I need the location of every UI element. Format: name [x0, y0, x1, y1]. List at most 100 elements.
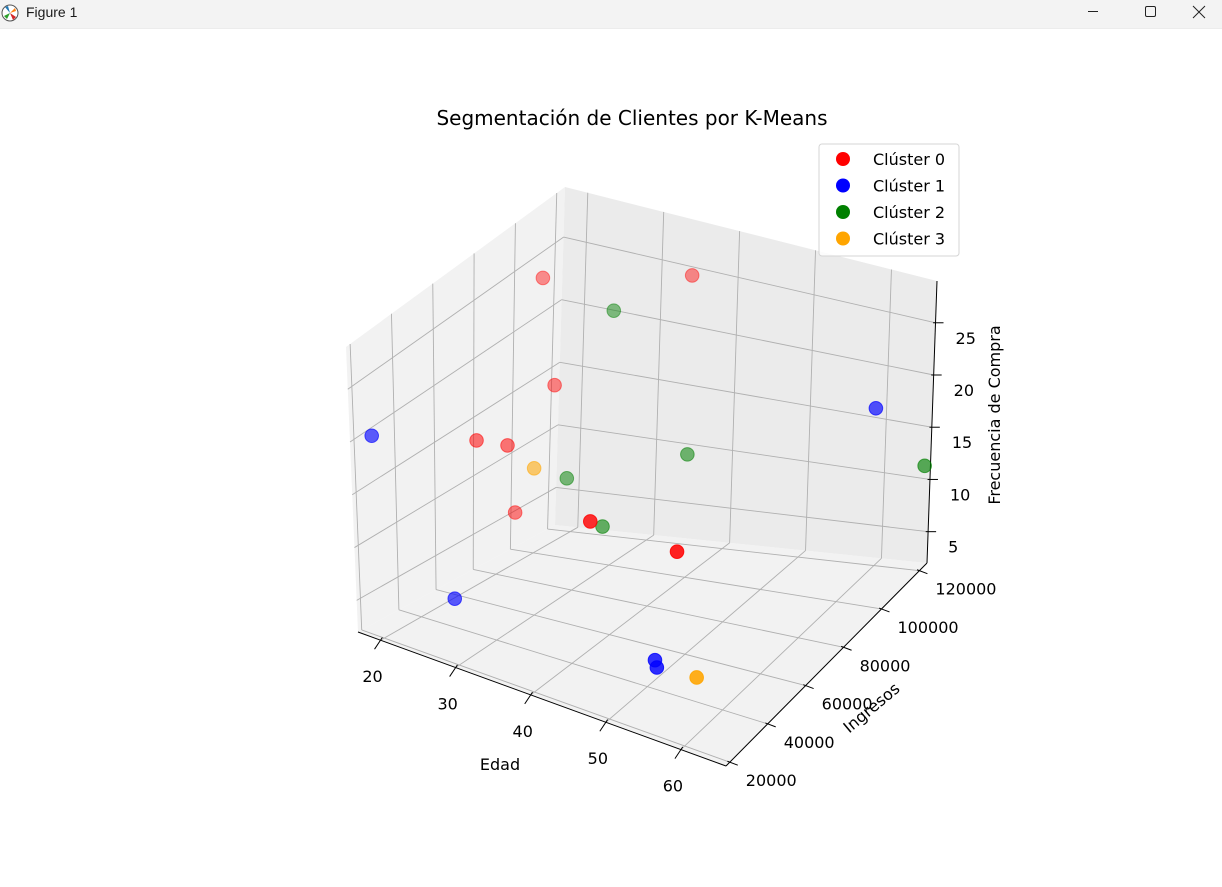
x-tick-label: 20 [362, 667, 382, 686]
y-tick-label: 100000 [897, 618, 958, 637]
y-tick-label-mark [878, 607, 890, 613]
grid-line [347, 236, 564, 390]
x-tick-label: 50 [588, 749, 608, 768]
grid-line [729, 231, 741, 543]
grid-line [435, 589, 806, 687]
window-titlebar: Figure 1 [0, 0, 1222, 29]
x-tick-label-mark [599, 719, 609, 732]
grid-line [563, 236, 936, 324]
grid-line [349, 299, 562, 443]
grid-line [561, 299, 934, 376]
grid-line [509, 223, 516, 550]
grid-line [391, 313, 400, 610]
legend-box [818, 143, 960, 257]
grid-line [398, 609, 768, 725]
data-point [547, 377, 562, 393]
y-tick-label: 20000 [746, 771, 797, 790]
grid-line [653, 211, 665, 536]
axis-panes [346, 187, 937, 766]
data-point [500, 438, 515, 453]
z-axis-label: Frecuencia de Compra [985, 325, 1004, 504]
legend-marker [836, 205, 850, 219]
y-tick-label: 120000 [935, 580, 996, 599]
legend-label: Clúster 1 [873, 177, 945, 196]
data-point [595, 519, 610, 534]
y-tick-label: 40000 [784, 733, 835, 752]
data-point [669, 544, 685, 559]
maximize-icon [1145, 6, 1156, 17]
legend-label: Clúster 0 [873, 150, 945, 169]
y-tick-label-mark [727, 760, 738, 766]
grid-line [361, 629, 730, 763]
x-tick-label: 60 [663, 777, 683, 796]
axis-lines [357, 280, 938, 767]
z-axis-line [926, 280, 938, 564]
grid-line [473, 568, 844, 648]
data-point [917, 458, 932, 474]
x-tick-label: 30 [437, 695, 457, 714]
left-pane [346, 187, 565, 632]
grid-line [880, 269, 892, 559]
data-point [535, 270, 551, 286]
legend-marker [836, 231, 850, 246]
grid-lines [347, 192, 936, 763]
z-tick-label: 10 [950, 485, 970, 504]
data-point [684, 268, 700, 283]
grid-line [356, 487, 557, 601]
grid-line [805, 250, 816, 551]
scatter-3d-plot[interactable]: Segmentación de Clientes por K-Means Eda… [0, 29, 1222, 887]
x-tick-label-mark [374, 637, 383, 650]
x-tick-label-mark [524, 691, 533, 705]
minimize-button[interactable] [1070, 0, 1116, 28]
data-point [507, 505, 523, 520]
data-point [447, 591, 463, 607]
x-tick-label: 40 [513, 722, 533, 741]
y-tick-label-mark [840, 645, 852, 651]
z-tick-label: 5 [948, 538, 958, 557]
window-title: Figure 1 [26, 4, 78, 20]
y-tick-label: 80000 [860, 656, 911, 675]
x-axis-label: Edad [480, 755, 520, 774]
data-point [526, 461, 542, 476]
data-point [469, 433, 484, 448]
tick-labels: 20 30 40 50 60 20000 40000 60000 80000 100000 1200… [362, 322, 996, 796]
x-axis-line [357, 631, 727, 767]
close-icon [1192, 5, 1206, 19]
grid-line [380, 526, 578, 641]
grid-line [680, 558, 882, 750]
matplotlib-app-icon [1, 4, 19, 22]
data-points [364, 268, 932, 685]
legend: Clúster 0 Clúster 1 Clúster 2 Clúster 3 [818, 143, 960, 257]
back-pane [555, 187, 937, 563]
data-point [680, 447, 695, 462]
data-point [364, 428, 380, 444]
data-point [649, 660, 665, 675]
data-point [582, 514, 598, 529]
minimize-icon [1088, 11, 1098, 12]
grid-line [557, 424, 931, 480]
x-tick-label-mark [674, 746, 684, 759]
z-tick-label: 15 [952, 433, 972, 452]
grid-line [605, 550, 806, 723]
y-tick-label-mark [916, 569, 928, 575]
grid-line [577, 192, 589, 528]
grid-line [472, 253, 475, 570]
legend-marker [836, 152, 850, 166]
grid-line [432, 283, 437, 590]
data-point [559, 471, 575, 486]
grid-line [349, 343, 363, 630]
data-point [606, 303, 622, 318]
grid-line [455, 534, 654, 668]
legend-label: Clúster 2 [873, 203, 945, 222]
z-tick-label: 20 [954, 381, 974, 400]
close-button[interactable] [1176, 0, 1222, 28]
grid-line [510, 548, 882, 610]
grid-line [351, 361, 561, 496]
maximize-button[interactable] [1128, 0, 1174, 28]
z-tick-label: 25 [956, 329, 976, 348]
floor-pane [358, 525, 927, 766]
y-axis-line [725, 562, 928, 767]
x-tick-label-mark [449, 664, 458, 677]
grid-line [354, 424, 559, 548]
grid-line [559, 361, 932, 428]
